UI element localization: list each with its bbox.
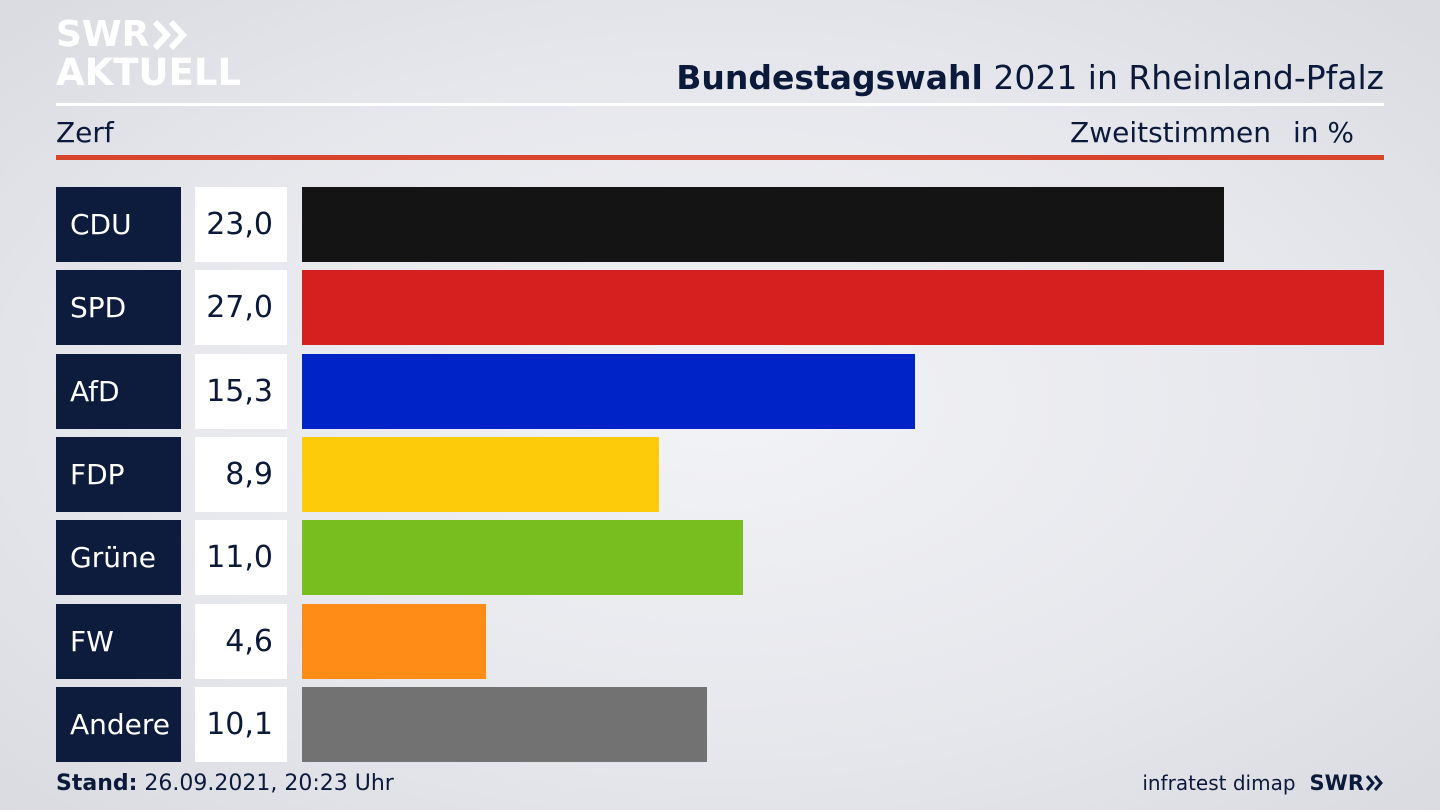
value-label-gr-ne: 11,0 — [195, 520, 287, 595]
swr-brand: SWR — [1310, 771, 1384, 795]
bar-fw — [302, 604, 486, 679]
logo-swr-text: SWR — [56, 14, 150, 55]
bar-afd — [302, 354, 915, 429]
metric-unit: in % — [1292, 116, 1354, 149]
party-label-fdp: FDP — [56, 437, 181, 512]
value-label-andere: 10,1 — [195, 687, 287, 762]
region-name: Zerf — [56, 116, 114, 149]
metric-label: Zweitstimmen in % — [1070, 116, 1354, 149]
value-label-fw: 4,6 — [195, 604, 287, 679]
logo-aktuell-text: AKTUELL — [56, 51, 242, 94]
header-divider — [56, 103, 1384, 106]
swr-brand-text: SWR — [1309, 771, 1364, 795]
swr-aktuell-logo: SWR AKTUELL — [56, 14, 242, 94]
timestamp: Stand: 26.09.2021, 20:23 Uhr — [56, 771, 394, 796]
chart-title-bold: Bundestagswahl — [676, 58, 983, 97]
value-label-fdp: 8,9 — [195, 437, 287, 512]
value-label-afd: 15,3 — [195, 354, 287, 429]
source-name: infratest dimap — [1142, 771, 1296, 795]
party-label-andere: Andere — [56, 687, 181, 762]
chart-title: Bundestagswahl 2021 in Rheinland-Pfalz — [676, 58, 1384, 97]
bar-fdp — [302, 437, 659, 512]
value-label-cdu: 23,0 — [195, 187, 287, 262]
double-chevron-right-icon — [1366, 775, 1383, 791]
party-label-gr-ne: Grüne — [56, 520, 181, 595]
timestamp-value: 26.09.2021, 20:23 Uhr — [137, 771, 394, 796]
bar-gr-ne — [302, 520, 743, 595]
party-label-spd: SPD — [56, 270, 181, 345]
party-label-fw: FW — [56, 604, 181, 679]
source-credit: infratest dimap SWR — [1142, 771, 1384, 795]
chart-title-rest: 2021 in Rheinland-Pfalz — [982, 58, 1384, 97]
accent-divider — [56, 155, 1384, 160]
bar-spd — [302, 270, 1384, 345]
double-chevron-right-icon — [153, 20, 188, 50]
value-label-spd: 27,0 — [195, 270, 287, 345]
timestamp-label: Stand: — [56, 771, 138, 796]
bar-andere — [302, 687, 707, 762]
bar-cdu — [302, 187, 1224, 262]
metric-name: Zweitstimmen — [1070, 116, 1271, 149]
party-label-cdu: CDU — [56, 187, 181, 262]
party-label-afd: AfD — [56, 354, 181, 429]
